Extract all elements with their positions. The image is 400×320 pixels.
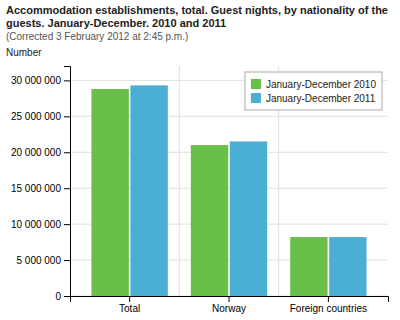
legend: January-December 2010 January-December 20… xyxy=(245,72,382,110)
tick-mark xyxy=(64,188,70,189)
bar xyxy=(329,237,366,296)
tick-mark xyxy=(64,152,70,153)
y-axis: 0 5 000 000 10 000 000 15 000 000 20 000 000… xyxy=(11,67,71,302)
bar-series xyxy=(130,85,366,296)
tick-label: 25 000 000 xyxy=(11,111,61,122)
axis-line xyxy=(64,67,71,297)
tick: Total xyxy=(119,296,140,314)
tick-label: Total xyxy=(119,303,140,314)
grid xyxy=(70,66,388,296)
tick: 5 000 000 xyxy=(17,255,71,266)
y-axis-label: Number xyxy=(6,47,42,58)
tick: 25 000 000 xyxy=(11,111,70,122)
tick-label: Norway xyxy=(212,303,246,314)
tick-label: Foreign countries xyxy=(290,303,367,314)
tick-mark xyxy=(328,296,329,302)
tick-mark xyxy=(64,260,70,261)
title-line: guests. January-December. 2010 and 2011 xyxy=(6,17,226,29)
chart: Accommodation establishments, total. Gue… xyxy=(0,0,400,320)
tick: 0 xyxy=(55,291,70,302)
legend-item: January-December 2010 xyxy=(251,79,376,90)
subtitle: (Corrected 3 February 2012 at 2:45 p.m.) xyxy=(6,31,188,42)
tick-label: 30 000 000 xyxy=(11,75,61,86)
legend-swatch xyxy=(251,93,261,103)
bar xyxy=(290,237,327,296)
bar xyxy=(91,89,128,296)
group-divider xyxy=(179,66,180,296)
tick-mark xyxy=(229,296,230,302)
title-line: Accommodation establishments, total. Gue… xyxy=(6,4,388,16)
tick: Foreign countries xyxy=(290,296,367,314)
tick: 10 000 000 xyxy=(11,219,70,230)
tick-mark xyxy=(129,296,130,302)
tick: 20 000 000 xyxy=(11,147,70,158)
tick-mark xyxy=(64,296,70,297)
title: Accommodation establishments, total. Gue… xyxy=(6,4,388,29)
legend-label: January-December 2010 xyxy=(266,79,376,90)
axis-line xyxy=(71,297,389,303)
tick-label: 0 xyxy=(55,291,61,302)
legend-item: January-December 2011 xyxy=(251,93,376,104)
tick-label: 5 000 000 xyxy=(17,255,62,266)
chart-container: Accommodation establishments, total. Gue… xyxy=(0,0,400,320)
tick-mark xyxy=(64,116,70,117)
bar-series xyxy=(91,89,327,296)
x-axis: Total Norway Foreign countries xyxy=(71,296,389,314)
tick: 15 000 000 xyxy=(11,183,70,194)
tick: 30 000 000 xyxy=(11,75,70,86)
legend-label: January-December 2011 xyxy=(266,93,376,104)
bar xyxy=(191,145,228,296)
tick: Norway xyxy=(212,296,246,314)
bars xyxy=(91,85,366,296)
tick-label: 20 000 000 xyxy=(11,147,61,158)
tick-label: 15 000 000 xyxy=(11,183,61,194)
legend-frame xyxy=(245,72,382,110)
plot: 0 5 000 000 10 000 000 15 000 000 20 000 000… xyxy=(11,66,389,314)
bar xyxy=(130,85,167,296)
bar xyxy=(230,141,267,296)
tick-mark xyxy=(64,80,70,81)
tick-mark xyxy=(64,224,70,225)
tick-label: 10 000 000 xyxy=(11,219,61,230)
legend-swatch xyxy=(251,79,261,89)
